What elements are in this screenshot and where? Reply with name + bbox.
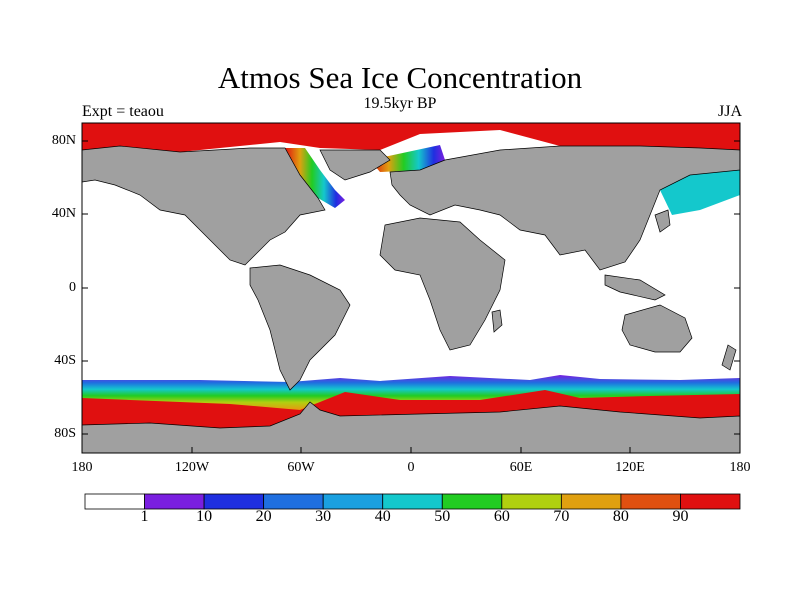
land-south-america xyxy=(249,264,351,391)
land-eurasia xyxy=(389,145,740,271)
colorbar-swatch xyxy=(501,493,562,510)
lon-label-60w: 60W xyxy=(287,460,315,475)
colorbar-swatch xyxy=(382,493,443,510)
experiment-label: Expt = teaou xyxy=(82,103,164,120)
lat-label-80s: 80S xyxy=(54,426,76,441)
land-japan xyxy=(654,209,671,233)
north-pacific-ice xyxy=(660,170,740,215)
colorbar-label: 20 xyxy=(255,508,272,525)
lat-label-80n: 80N xyxy=(51,133,76,148)
colorbar-swatch xyxy=(263,493,324,510)
lon-label-120e: 120E xyxy=(615,460,645,475)
land-greenland xyxy=(319,149,391,181)
lat-label-40n: 40N xyxy=(51,206,76,221)
land-africa xyxy=(379,217,506,351)
arctic-ice xyxy=(82,123,740,152)
colorbar-label: 60 xyxy=(493,508,510,525)
land-new-zealand xyxy=(721,344,737,371)
land-madagascar xyxy=(491,309,503,333)
colorbar-label: 1 xyxy=(140,508,149,525)
colorbar-swatch xyxy=(144,493,205,510)
colorbar-swatch xyxy=(680,493,741,510)
land-north-america xyxy=(82,145,326,266)
plot-title: Atmos Sea Ice Concentration xyxy=(217,60,583,95)
colorbar-swatch xyxy=(441,493,503,510)
colorbar-swatch xyxy=(560,493,622,510)
land-sunda xyxy=(604,274,666,301)
colorbar-swatch xyxy=(322,493,384,510)
colorbar-swatch xyxy=(203,493,265,510)
colorbar-label: 40 xyxy=(374,508,391,525)
colorbar-label: 10 xyxy=(196,508,213,525)
colorbar-label: 70 xyxy=(553,508,570,525)
lat-label-0: 0 xyxy=(69,280,76,295)
colorbar xyxy=(84,493,741,510)
colorbar-swatch xyxy=(84,493,145,510)
colorbar-label: 80 xyxy=(612,508,629,525)
axis-ticks xyxy=(81,140,741,453)
lat-label-40s: 40S xyxy=(54,353,76,368)
colorbar-label: 30 xyxy=(315,508,332,525)
plot-subtitle: 19.5kyr BP xyxy=(363,95,437,112)
lon-label-120w: 120W xyxy=(174,460,210,475)
colorbar-swatch xyxy=(620,493,681,510)
land-australia xyxy=(621,304,693,353)
colorbar-label: 50 xyxy=(434,508,451,525)
lon-label-0: 0 xyxy=(407,460,415,475)
colorbar-label: 90 xyxy=(672,508,689,525)
season-label: JJA xyxy=(717,103,742,120)
north-atlantic-ice xyxy=(285,148,345,208)
lon-label-180e: 180 xyxy=(729,460,751,475)
land-antarctica xyxy=(82,401,740,453)
lon-label-60e: 60E xyxy=(509,460,533,475)
greenland-sea-ice xyxy=(370,145,445,172)
lon-label-180w: 180 xyxy=(71,460,93,475)
